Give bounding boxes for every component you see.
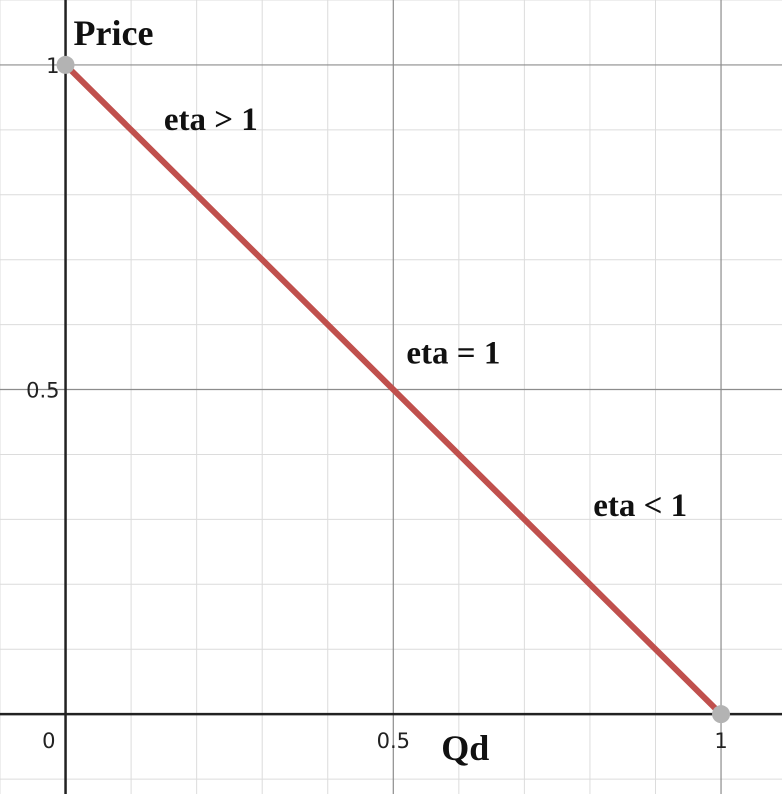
annotations: eta > 1 eta = 1 eta < 1	[164, 102, 687, 524]
series-layer	[62, 61, 725, 718]
x-axis-title: Qd	[441, 728, 489, 768]
demand-line	[62, 61, 725, 718]
y-tick-label: 0.5	[26, 379, 59, 403]
x-tick-label: 0.5	[377, 729, 410, 753]
elasticity-annotation: eta > 1	[164, 102, 258, 138]
y-tick-label: 1	[46, 54, 59, 78]
points-layer	[56, 55, 731, 724]
elasticity-annotation: eta = 1	[406, 336, 500, 372]
tick-labels: 0.5 1 0.5 1 0	[26, 54, 728, 753]
origin-label: 0	[42, 729, 55, 753]
elasticity-annotation: eta < 1	[593, 488, 687, 524]
x-tick-label: 1	[714, 729, 727, 753]
endpoint-marker	[56, 55, 75, 74]
y-axis-title: Price	[74, 13, 154, 53]
endpoint-marker	[712, 705, 731, 724]
